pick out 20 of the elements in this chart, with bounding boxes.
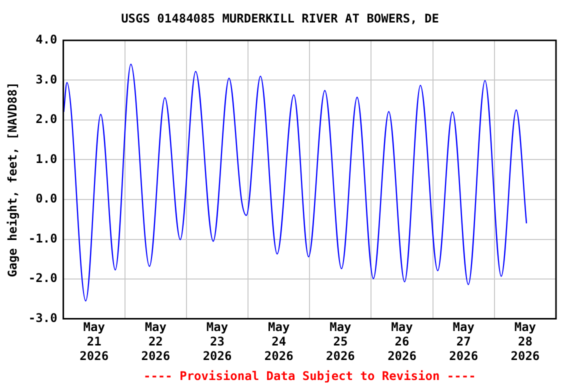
y-tick-label: -1.0	[28, 231, 58, 246]
x-tick-label: May 25 2026	[326, 320, 355, 363]
y-tick-label: 1.0	[36, 152, 58, 166]
x-tick-label: May 21 2026	[80, 320, 109, 363]
x-tick-label: May 28 2026	[510, 320, 540, 363]
chart-title: USGS 01484085 MURDERKILL RIVER AT BOWERS, DE	[121, 11, 439, 26]
y-tick-label: 0.0	[36, 192, 58, 206]
x-tick-label: May 26 2026	[388, 320, 416, 363]
x-tick-label: May 24 2026	[264, 320, 294, 363]
y-axis-title: Gage height, feet, [NAVD88]	[5, 82, 20, 278]
y-tick-label: -2.0	[28, 271, 58, 286]
y-tick-label: 3.0	[36, 72, 58, 86]
text: ---- Provisional Data Subject to Revision ----	[143, 369, 476, 383]
line-series	[63, 64, 528, 302]
y-tick-label: 2.0	[36, 112, 58, 126]
y-tick-label: 4.0	[36, 32, 58, 47]
x-tick-label: May 27 2026	[449, 320, 478, 363]
x-tick-label: May 22 2026	[141, 320, 170, 363]
y-tick-label: -3.0	[28, 310, 58, 325]
x-tick-label: May 23 2026	[202, 320, 232, 363]
